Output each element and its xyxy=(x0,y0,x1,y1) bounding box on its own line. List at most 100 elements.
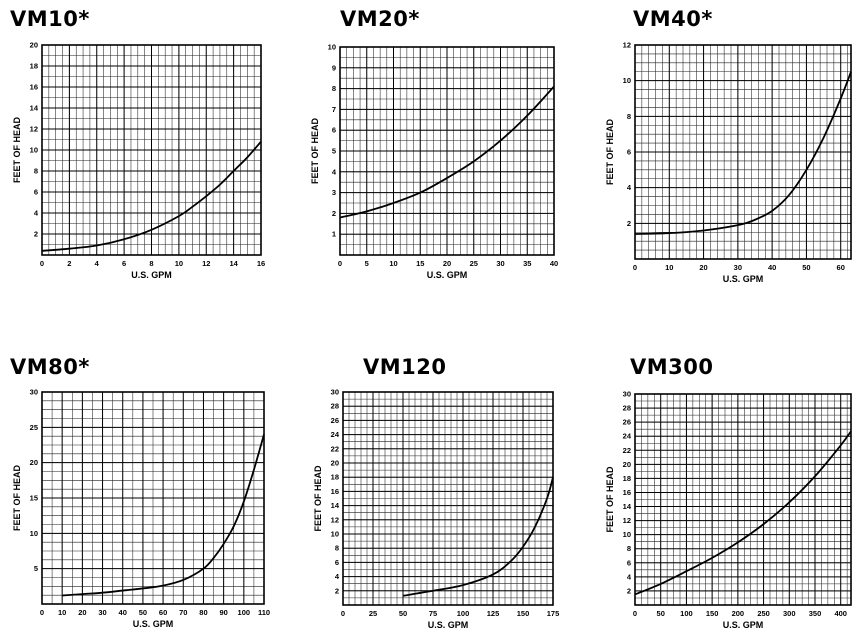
x-tick-label: 70 xyxy=(179,608,187,617)
x-tick-label: 16 xyxy=(257,259,265,268)
chart-title: VM300 xyxy=(630,355,714,379)
x-tick-label: 2 xyxy=(67,259,71,268)
y-tick-label: 10 xyxy=(623,530,631,539)
x-axis-label: U.S. GPM xyxy=(133,619,174,629)
x-tick-label: 0 xyxy=(40,608,44,617)
plot-area: 0 50 100 150 200 250 300 350 4002468101214161820… xyxy=(605,390,852,630)
plot-frame xyxy=(634,393,852,606)
x-tick-label: 0 xyxy=(338,259,342,268)
x-tick-label: 250 xyxy=(757,609,770,618)
y-tick-label: 2 xyxy=(627,586,631,595)
y-tick-label: 20 xyxy=(30,458,38,467)
chart-vm300: VM300 0 50 100 150 200 250 300 350 400 2 4 6 8 10 12 14… xyxy=(575,350,858,635)
y-tick-label: 14 xyxy=(331,501,340,510)
y-axis-label: FEET OF HEAD xyxy=(313,465,323,532)
x-tick-label: 100 xyxy=(457,609,470,618)
x-tick-label: 0 xyxy=(40,259,44,268)
x-tick-label: 25 xyxy=(470,259,478,268)
x-tick-label: 20 xyxy=(443,259,451,268)
x-tick-label: 150 xyxy=(706,609,719,618)
y-tick-label: 8 xyxy=(335,544,339,553)
y-tick-label: 18 xyxy=(30,62,38,71)
y-tick-label: 26 xyxy=(623,418,631,427)
chart-vm120: VM120 0 25 50 75 100 125 150 175 2 4 6 8 10 12 14 16 18 2… xyxy=(290,350,575,635)
chart-title: VM120 xyxy=(363,355,447,379)
grid xyxy=(41,391,265,605)
x-tick-label: 50 xyxy=(657,609,665,618)
y-tick-label: 10 xyxy=(623,76,631,85)
y-tick-label: 8 xyxy=(627,544,631,553)
chart-vm20: VM20* 0 5 10 15 20 25 30 35 40 1 2 3 4 5 6 7 8 9 10 U.S. GP… xyxy=(290,0,575,305)
y-axis-label: FEET OF HEAD xyxy=(605,466,615,533)
y-axis-label: FEET OF HEAD xyxy=(12,465,22,532)
x-axis-label: U.S. GPM xyxy=(131,270,172,280)
x-tick-label: 35 xyxy=(523,259,531,268)
y-tick-label: 12 xyxy=(623,41,631,50)
grid xyxy=(41,44,262,256)
x-tick-label: 400 xyxy=(834,609,847,618)
plot-area: 0 5 10 15 20 25 30 35 40 1 2 3 4 5 6 7 8 9 10 U.S. GPM FEET … xyxy=(310,43,558,281)
y-tick-label: 8 xyxy=(332,84,336,93)
y-tick-label: 22 xyxy=(331,444,339,453)
y-tick-label: 14 xyxy=(30,104,39,113)
x-axis-label: U.S. GPM xyxy=(427,270,468,280)
x-tick-label: 12 xyxy=(202,259,210,268)
plot-frame xyxy=(41,44,262,256)
y-axis-label: FEET OF HEAD xyxy=(12,117,22,184)
plot-frame xyxy=(41,391,265,605)
y-tick-label: 7 xyxy=(332,105,336,114)
plot-frame xyxy=(342,391,554,606)
x-tick-label: 300 xyxy=(783,609,796,618)
x-tick-label: 40 xyxy=(550,259,558,268)
x-tick-label: 40 xyxy=(768,263,776,272)
y-axis-label: FEET OF HEAD xyxy=(605,119,615,186)
y-tick-label: 8 xyxy=(627,112,631,121)
chart-title: VM20* xyxy=(340,7,420,31)
y-tick-label: 20 xyxy=(623,460,631,469)
y-tick-label: 6 xyxy=(34,188,38,197)
y-tick-label: 24 xyxy=(623,432,632,441)
y-tick-label: 4 xyxy=(332,167,337,176)
x-tick-label: 10 xyxy=(389,259,397,268)
x-tick-label: 10 xyxy=(58,608,66,617)
x-tick-label: 175 xyxy=(547,609,560,618)
x-tick-label: 4 xyxy=(95,259,100,268)
y-tick-label: 14 xyxy=(623,502,632,511)
y-tick-label: 28 xyxy=(331,402,339,411)
x-tick-label: 90 xyxy=(219,608,227,617)
y-tick-label: 30 xyxy=(331,388,339,397)
y-tick-label: 30 xyxy=(30,388,38,397)
x-tick-label: 80 xyxy=(199,608,207,617)
y-tick-label: 18 xyxy=(623,474,631,483)
y-tick-label: 8 xyxy=(34,167,38,176)
x-tick-label: 5 xyxy=(365,259,369,268)
grid xyxy=(634,393,851,606)
y-tick-label: 4 xyxy=(627,183,632,192)
x-tick-label: 0 xyxy=(633,263,637,272)
y-tick-label: 10 xyxy=(30,146,38,155)
x-axis-label: U.S. GPM xyxy=(723,620,764,630)
x-tick-label: 40 xyxy=(119,608,127,617)
y-tick-label: 2 xyxy=(627,219,631,228)
x-tick-label: 50 xyxy=(399,609,407,618)
plot-frame xyxy=(339,46,555,256)
y-tick-label: 2 xyxy=(335,586,339,595)
x-tick-label: 125 xyxy=(487,609,500,618)
pump-curve-line xyxy=(634,430,852,596)
x-tick-label: 100 xyxy=(680,609,693,618)
y-tick-label: 15 xyxy=(30,494,38,503)
chart-title: VM40* xyxy=(633,7,713,31)
chart-vm80: VM80* 0 10 20 30 40 50 60 70 80 90 100 110 5 10 15 20 25… xyxy=(0,350,290,635)
y-tick-label: 16 xyxy=(331,487,339,496)
y-tick-label: 9 xyxy=(332,63,336,72)
y-tick-label: 10 xyxy=(328,43,336,52)
y-tick-label: 5 xyxy=(332,147,336,156)
x-tick-label: 8 xyxy=(149,259,153,268)
chart-title: VM80* xyxy=(10,355,90,379)
x-tick-label: 50 xyxy=(139,608,147,617)
y-tick-label: 28 xyxy=(623,404,631,413)
x-tick-label: 60 xyxy=(837,263,845,272)
y-tick-label: 16 xyxy=(623,488,631,497)
y-tick-label: 25 xyxy=(30,423,38,432)
pump-curve-line xyxy=(339,85,555,219)
